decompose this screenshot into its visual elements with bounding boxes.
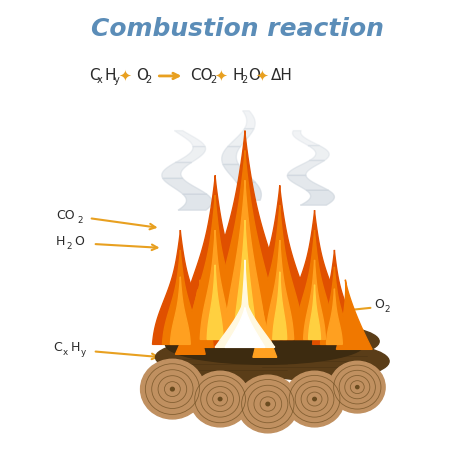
Polygon shape <box>223 180 267 339</box>
Text: ΔH: ΔH <box>271 68 292 83</box>
Polygon shape <box>312 250 356 345</box>
Polygon shape <box>256 205 304 339</box>
Text: O: O <box>374 298 384 311</box>
Polygon shape <box>215 298 275 347</box>
Text: ✦: ✦ <box>255 68 268 83</box>
Polygon shape <box>178 194 212 210</box>
Polygon shape <box>253 302 277 357</box>
Polygon shape <box>266 240 294 339</box>
Text: O: O <box>137 68 148 83</box>
Text: 2: 2 <box>210 75 217 85</box>
Ellipse shape <box>190 371 250 427</box>
Ellipse shape <box>313 397 316 401</box>
Polygon shape <box>308 146 329 161</box>
Ellipse shape <box>240 342 389 380</box>
Polygon shape <box>210 151 280 339</box>
Polygon shape <box>222 146 240 164</box>
Polygon shape <box>295 230 335 339</box>
Ellipse shape <box>175 328 329 367</box>
Ellipse shape <box>165 325 364 364</box>
Polygon shape <box>162 163 191 178</box>
Ellipse shape <box>161 346 310 383</box>
Text: Combustion reaction: Combustion reaction <box>91 17 383 41</box>
Text: ✦: ✦ <box>215 68 228 83</box>
Polygon shape <box>174 131 205 146</box>
Text: x: x <box>63 348 68 357</box>
Ellipse shape <box>329 361 385 413</box>
Text: 2: 2 <box>146 75 152 85</box>
Polygon shape <box>177 175 253 339</box>
Ellipse shape <box>285 371 345 427</box>
Text: CO: CO <box>190 68 213 83</box>
Text: H: H <box>56 236 65 248</box>
Polygon shape <box>228 128 254 146</box>
Text: y: y <box>114 75 119 85</box>
Text: O: O <box>248 68 260 83</box>
Text: H: H <box>105 68 116 83</box>
Text: x: x <box>97 75 103 85</box>
Ellipse shape <box>230 323 379 359</box>
Polygon shape <box>287 175 328 190</box>
Polygon shape <box>327 289 342 345</box>
Text: H: H <box>232 68 244 83</box>
Text: H: H <box>71 341 81 354</box>
Ellipse shape <box>219 397 222 401</box>
Polygon shape <box>283 210 346 339</box>
Polygon shape <box>175 290 205 354</box>
Polygon shape <box>309 285 320 339</box>
Polygon shape <box>243 111 255 128</box>
Ellipse shape <box>171 387 174 391</box>
Text: O: O <box>74 236 84 248</box>
Polygon shape <box>237 182 261 200</box>
Ellipse shape <box>266 402 270 406</box>
Polygon shape <box>200 230 230 339</box>
Polygon shape <box>163 178 207 194</box>
Polygon shape <box>337 280 372 349</box>
Polygon shape <box>287 161 325 175</box>
Ellipse shape <box>155 339 300 375</box>
Text: 2: 2 <box>77 216 82 225</box>
Polygon shape <box>153 230 208 345</box>
Text: 2: 2 <box>66 242 72 251</box>
Polygon shape <box>207 265 223 339</box>
Ellipse shape <box>141 359 204 419</box>
Polygon shape <box>180 263 220 347</box>
Ellipse shape <box>237 375 299 433</box>
Polygon shape <box>189 195 241 339</box>
Polygon shape <box>301 190 334 205</box>
Polygon shape <box>233 220 257 339</box>
Polygon shape <box>223 164 255 182</box>
Text: ✦: ✦ <box>118 68 131 83</box>
Polygon shape <box>225 308 265 347</box>
Polygon shape <box>170 277 190 345</box>
Polygon shape <box>197 131 292 339</box>
Text: y: y <box>81 348 86 357</box>
Polygon shape <box>244 185 316 339</box>
Polygon shape <box>163 250 198 345</box>
Polygon shape <box>304 260 326 339</box>
Text: C: C <box>89 68 100 83</box>
Ellipse shape <box>356 385 359 389</box>
Text: 2: 2 <box>384 305 390 314</box>
Polygon shape <box>175 146 206 163</box>
Text: C: C <box>53 341 62 354</box>
Polygon shape <box>239 260 251 339</box>
Text: CO: CO <box>56 209 75 222</box>
Text: 2: 2 <box>241 75 247 85</box>
Polygon shape <box>320 267 348 345</box>
Polygon shape <box>273 272 287 339</box>
Polygon shape <box>187 280 213 347</box>
Polygon shape <box>292 131 319 146</box>
